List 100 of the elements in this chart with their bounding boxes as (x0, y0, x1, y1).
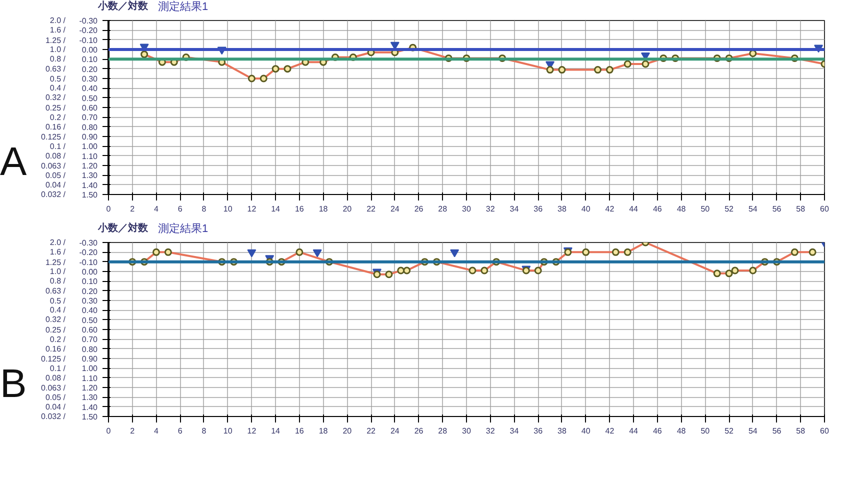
y-tick-label: 0.80 (82, 344, 98, 354)
chart-title: 測定結果1 (158, 0, 208, 15)
y2-tick-label: 0.63 / (45, 286, 66, 296)
y-tick-label: -0.10 (79, 258, 98, 267)
x-tick-label: 6 (178, 426, 183, 436)
text: A (0, 139, 27, 186)
chart-title: 測定結果1 (158, 222, 208, 237)
y-tick-label: 1.20 (82, 384, 98, 392)
y2-tick-label: 0.032 / (41, 190, 66, 199)
y-axis-title: 小数／対数 (98, 0, 148, 14)
x-tick-label: 14 (271, 426, 281, 436)
x-tick-label: 28 (438, 204, 448, 214)
x-tick-label: 40 (581, 426, 591, 436)
y2-tick-label: 1.0 / (50, 45, 66, 54)
x-tick-label: 28 (438, 426, 448, 436)
y-tick-label: 1.40 (82, 180, 98, 190)
x-tick-label: 4 (154, 426, 160, 436)
x-tick-label: 32 (486, 426, 496, 436)
y2-tick-label: 1.25 / (45, 36, 66, 45)
y-tick-label: 0.30 (82, 296, 98, 306)
x-tick-label: 0 (106, 426, 112, 436)
y2-tick-label: 0.04 / (45, 402, 66, 412)
x-tick-label: 14 (271, 204, 281, 214)
x-tick-label: 26 (414, 426, 424, 436)
y2-tick-label: 0.8 / (50, 276, 66, 286)
x-tick-label: 10 (223, 426, 233, 436)
x-tick-label: 16 (294, 426, 304, 436)
text: B (0, 361, 27, 408)
y-tick-label: -0.10 (79, 36, 98, 45)
y-tick-label: 0.30 (82, 74, 98, 84)
y-tick-label: 0.10 (82, 55, 98, 64)
y2-tick-label: 0.16 / (45, 344, 66, 354)
y2-tick-label: 0.063 / (41, 383, 66, 392)
y-tick-label: 0.50 (82, 94, 98, 103)
y-tick-label: 1.10 (82, 374, 98, 383)
x-tick-label: 58 (796, 204, 806, 214)
y-tick-label: 0.20 (82, 286, 98, 296)
y2-tick-label: 1.6 / (50, 25, 66, 34)
y-tick-label: 0.80 (82, 122, 98, 132)
x-tick-label: 32 (486, 204, 496, 214)
y-axis-title: 小数／対数 (98, 222, 148, 236)
y-tick-label: 1.50 (82, 190, 98, 200)
y2-tick-label: 0.25 / (45, 326, 66, 334)
y-tick-label: 1.00 (82, 142, 98, 152)
y-tick-label: 1.30 (82, 171, 98, 180)
x-tick-label: 38 (558, 426, 567, 436)
y2-tick-label: 2.0 / (50, 16, 66, 25)
y2-tick-label: 0.08 / (45, 373, 66, 382)
x-tick-label: 16 (294, 204, 304, 214)
y2-tick-label: 0.032 / (41, 412, 66, 421)
y2-tick-label: 1.25 / (45, 258, 66, 267)
y-tick-label: -0.30 (79, 238, 98, 248)
y-tick-label: 1.40 (82, 402, 98, 412)
x-tick-label: 50 (700, 426, 710, 436)
y-tick-label: 0.00 (82, 268, 98, 276)
x-tick-label: 52 (724, 204, 734, 214)
y2-tick-label: 0.125 / (41, 132, 66, 142)
x-tick-label: 8 (202, 204, 207, 214)
x-tick-label: 50 (700, 204, 710, 214)
x-tick-label: 44 (629, 204, 639, 214)
x-tick-label: 12 (247, 426, 257, 436)
y-tick-label: 0.90 (82, 354, 98, 364)
x-tick-label: 36 (534, 426, 544, 436)
y-tick-label: 1.00 (82, 364, 98, 374)
x-tick-label: 18 (318, 204, 328, 214)
y2-tick-label: 0.5 / (50, 74, 66, 84)
y-tick-label: 0.70 (82, 113, 98, 122)
y2-tick-label: 0.4 / (50, 84, 66, 93)
x-tick-label: 60 (820, 204, 830, 214)
y2-tick-label: 0.32 / (45, 93, 66, 102)
y2-tick-label: 0.1 / (50, 364, 66, 374)
y-tick-label: 1.50 (82, 412, 98, 422)
y-tick-label: 0.40 (82, 84, 98, 94)
y2-tick-label: 0.063 / (41, 161, 66, 170)
x-tick-label: 12 (247, 204, 257, 214)
y2-tick-label: 0.05 / (45, 393, 66, 402)
x-tick-label: 52 (724, 426, 734, 436)
y2-tick-label: 0.05 / (45, 171, 66, 180)
x-tick-label: 56 (772, 426, 782, 436)
y2-tick-label: 0.4 / (50, 306, 66, 315)
x-tick-label: 36 (534, 204, 544, 214)
x-tick-label: 54 (748, 426, 758, 436)
y-tick-label: 1.10 (82, 152, 98, 161)
x-tick-label: 58 (796, 426, 806, 436)
x-tick-label: 2 (130, 426, 136, 436)
x-tick-label: 20 (342, 426, 352, 436)
x-tick-label: 20 (342, 204, 352, 214)
y-tick-label: 0.60 (82, 326, 98, 334)
x-tick-label: 24 (390, 204, 400, 214)
x-tick-label: 34 (510, 204, 520, 214)
x-tick-label: 6 (178, 204, 183, 214)
y-tick-label: -0.20 (79, 26, 98, 36)
x-tick-label: 18 (318, 426, 328, 436)
y-tick-label: -0.20 (79, 248, 98, 258)
y2-tick-label: 0.8 / (50, 54, 66, 64)
y2-tick-label: 0.5 / (50, 296, 66, 306)
x-tick-label: 26 (414, 204, 424, 214)
y-tick-label: 0.60 (82, 104, 98, 112)
x-tick-label: 48 (676, 426, 686, 436)
y-tick-label: 0.90 (82, 132, 98, 142)
